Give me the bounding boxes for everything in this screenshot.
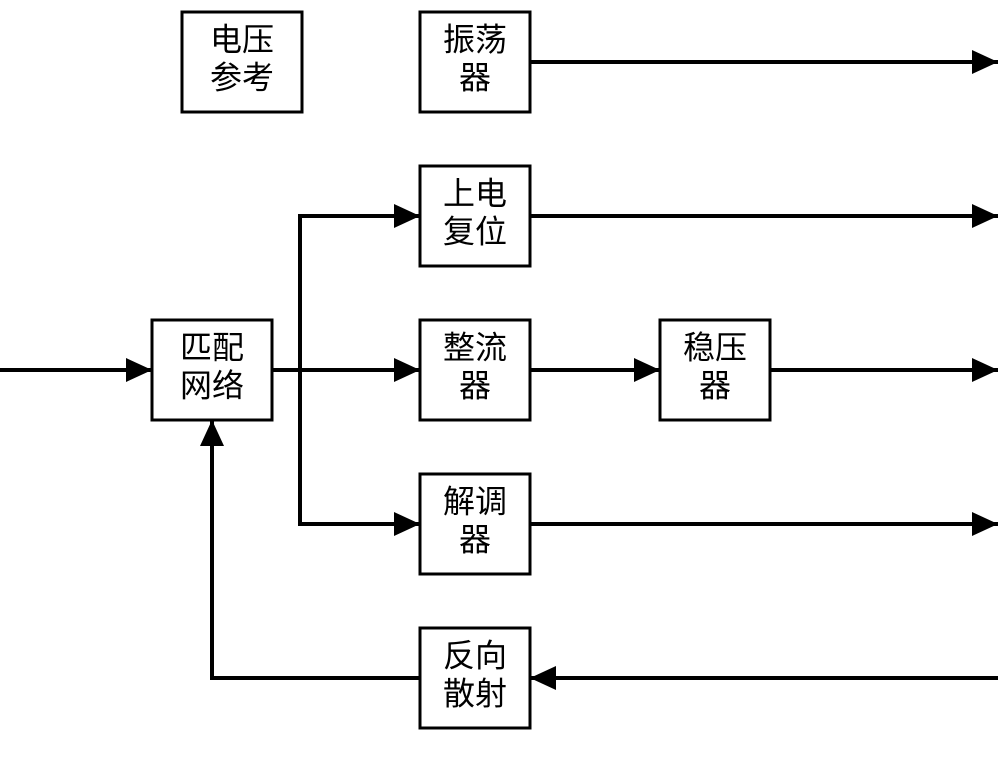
node-label: 器	[459, 521, 491, 557]
node-demod: 解调器	[420, 474, 530, 574]
node-label: 电压	[210, 21, 274, 57]
node-label: 解调	[443, 483, 507, 519]
node-por: 上电复位	[420, 166, 530, 266]
edge-ext_in-to-match	[0, 358, 152, 382]
edge-match-to-demod	[300, 370, 420, 536]
node-backscat: 反向散射	[420, 628, 530, 728]
edge-demod-to-ext_out4	[530, 512, 998, 536]
arrowhead-icon	[972, 358, 998, 382]
arrowhead-icon	[972, 512, 998, 536]
node-reg: 稳压器	[660, 320, 770, 420]
arrowhead-icon	[200, 420, 224, 446]
arrowhead-icon	[126, 358, 152, 382]
arrowhead-icon	[530, 666, 556, 690]
node-label: 复位	[443, 213, 507, 249]
edge-backscat-to-match	[200, 420, 420, 678]
node-match: 匹配网络	[152, 320, 272, 420]
edge-rect-to-reg	[530, 358, 660, 382]
node-label: 振荡	[443, 21, 507, 57]
node-label: 反向	[443, 637, 507, 673]
arrowhead-icon	[394, 512, 420, 536]
arrowhead-icon	[394, 358, 420, 382]
edge-ext_in2-to-backscat	[530, 666, 998, 690]
node-label: 散射	[443, 675, 507, 711]
node-label: 匹配	[180, 329, 244, 365]
node-label: 参考	[210, 59, 274, 95]
node-vref: 电压参考	[182, 12, 302, 112]
node-label: 器	[459, 367, 491, 403]
node-rect: 整流器	[420, 320, 530, 420]
arrowhead-icon	[634, 358, 660, 382]
edge-match-to-rect	[272, 358, 420, 382]
edge-osc-to-ext_out2	[530, 50, 998, 74]
arrowhead-icon	[972, 204, 998, 228]
node-label: 整流	[443, 329, 507, 365]
edge-reg-to-ext_out	[770, 358, 998, 382]
node-label: 网络	[180, 367, 244, 403]
node-label: 器	[699, 367, 731, 403]
arrowhead-icon	[394, 204, 420, 228]
node-osc: 振荡器	[420, 12, 530, 112]
arrowhead-icon	[972, 50, 998, 74]
node-label: 器	[459, 59, 491, 95]
edge-por-to-ext_out3	[530, 204, 998, 228]
node-label: 上电	[443, 175, 507, 211]
node-label: 稳压	[683, 329, 747, 365]
block-diagram: 电压参考振荡器上电复位匹配网络整流器稳压器解调器反向散射	[0, 0, 1000, 776]
edge-match-to-por	[300, 204, 420, 370]
